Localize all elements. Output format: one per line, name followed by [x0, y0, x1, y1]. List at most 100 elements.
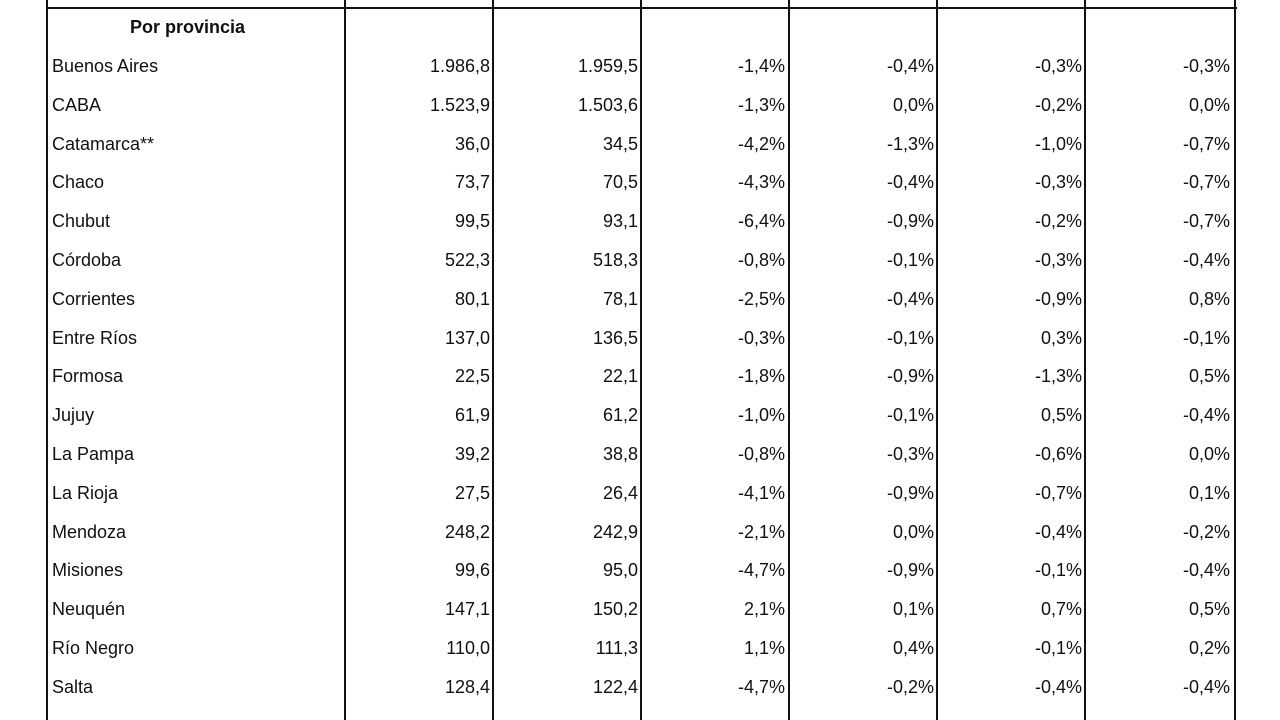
value-cell: -0,4% [886, 56, 934, 76]
value-cell: -0,2% [1034, 211, 1082, 232]
province-name: Corrientes [52, 288, 136, 309]
value-cell: -1,8% [737, 366, 785, 387]
value-cell: -1,3% [886, 133, 934, 154]
value-cell: 0,5% [1188, 366, 1230, 387]
value-cell: -0,4% [886, 172, 934, 193]
value-cell: -0,1% [1182, 327, 1230, 348]
value-cell: -0,4% [1182, 560, 1230, 581]
value-cell: -4,2% [737, 133, 785, 154]
province-name: Mendoza [52, 521, 127, 542]
value-cell: -0,4% [1182, 405, 1230, 426]
value-cell: 518,3 [592, 250, 638, 270]
value-cell: 248,2 [444, 521, 490, 542]
value-cell: 0,8% [1188, 288, 1230, 309]
value-cell: 136,5 [592, 327, 638, 348]
value-cell: 0,7% [1040, 599, 1082, 620]
province-name: La Pampa [52, 444, 135, 464]
value-cell: 1.503,6 [577, 94, 638, 115]
value-cell: 61,9 [454, 405, 490, 426]
value-cell: 73,7 [454, 172, 490, 193]
value-cell: -0,9% [1034, 288, 1082, 309]
province-name: Catamarca** [52, 133, 155, 154]
value-cell: 99,5 [454, 211, 490, 232]
value-cell: 2,1% [743, 599, 785, 620]
value-cell: 39,2 [454, 444, 490, 464]
value-cell: -0,2% [886, 676, 934, 697]
value-cell: -0,9% [886, 211, 934, 232]
column-rule [1234, 0, 1236, 720]
column-rule [1084, 0, 1086, 720]
value-cell: -0,7% [1182, 211, 1230, 232]
value-cell: -4,7% [737, 676, 785, 697]
value-cell: 150,2 [592, 599, 638, 620]
value-cell: 111,3 [595, 638, 638, 658]
value-cell: 0,5% [1040, 405, 1082, 426]
value-cell: -0,6% [1034, 444, 1082, 464]
value-cell: -0,8% [737, 444, 785, 464]
value-cell: -1,3% [1034, 366, 1082, 387]
value-cell: 0,0% [892, 521, 934, 542]
value-cell: -0,1% [886, 327, 934, 348]
value-cell: -2,5% [737, 288, 785, 309]
column-rule [46, 0, 48, 720]
value-cell: -1,0% [1034, 133, 1082, 154]
value-cell: -0,7% [1182, 133, 1230, 154]
value-cell: 0,1% [1188, 482, 1230, 503]
value-cell: -0,2% [1034, 94, 1082, 115]
value-cell: 110,0 [446, 638, 490, 658]
value-cell: 1.959,5 [577, 56, 638, 76]
value-cell: -2,1% [737, 521, 785, 542]
value-cell: -0,1% [1034, 560, 1082, 581]
value-cell: -1,3% [737, 94, 785, 115]
province-name: Buenos Aires [52, 56, 159, 76]
column-rule [788, 0, 790, 720]
value-cell: 137,0 [444, 327, 490, 348]
value-cell: -0,9% [886, 560, 934, 581]
value-cell: 0,4% [892, 638, 934, 658]
province-name: Entre Ríos [52, 327, 138, 348]
column-rule [640, 0, 642, 720]
value-cell: -0,9% [886, 482, 934, 503]
value-cell: 122,4 [592, 676, 638, 697]
value-cell: 80,1 [454, 288, 490, 309]
value-cell: 0,0% [892, 94, 934, 115]
value-cell: -1,4% [737, 56, 785, 76]
value-cell: -0,3% [1034, 56, 1082, 76]
value-cell: -0,3% [1182, 56, 1230, 76]
province-name: Chubut [52, 211, 111, 232]
section-title: Por provincia [130, 17, 246, 37]
value-cell: 22,5 [454, 366, 490, 387]
province-name: Río Negro [52, 638, 135, 658]
province-name: Formosa [52, 366, 124, 387]
value-cell: -0,4% [1182, 250, 1230, 270]
value-cell: -0,2% [1182, 521, 1230, 542]
value-cell: 0,1% [892, 599, 934, 620]
column-rule [936, 0, 938, 720]
value-cell: 242,9 [592, 521, 638, 542]
value-cell: 95,0 [602, 560, 638, 581]
value-cell: 0,5% [1188, 599, 1230, 620]
province-name: CABA [52, 94, 102, 115]
value-cell: 93,1 [602, 211, 638, 232]
province-name: Córdoba [52, 250, 122, 270]
value-cell: -6,4% [737, 211, 785, 232]
value-cell: 1,1% [743, 638, 785, 658]
value-cell: 147,1 [444, 599, 490, 620]
province-name: La Rioja [52, 482, 119, 503]
value-cell: -0,3% [737, 327, 785, 348]
value-cell: 38,8 [602, 444, 638, 464]
value-cell: -0,4% [1034, 676, 1082, 697]
value-cell: -0,3% [1034, 250, 1082, 270]
value-cell: 1.986,8 [429, 56, 490, 76]
value-cell: -0,9% [886, 366, 934, 387]
province-name: Neuquén [52, 599, 126, 620]
value-cell: -4,3% [737, 172, 785, 193]
value-cell: -0,4% [1034, 521, 1082, 542]
value-cell: 0,0% [1188, 444, 1230, 464]
value-cell: 128,4 [444, 676, 490, 697]
value-cell: -0,1% [886, 405, 934, 426]
value-cell: -1,0% [737, 405, 785, 426]
province-name: Salta [52, 676, 94, 697]
value-cell: -0,4% [886, 288, 934, 309]
column-rule [344, 0, 346, 720]
